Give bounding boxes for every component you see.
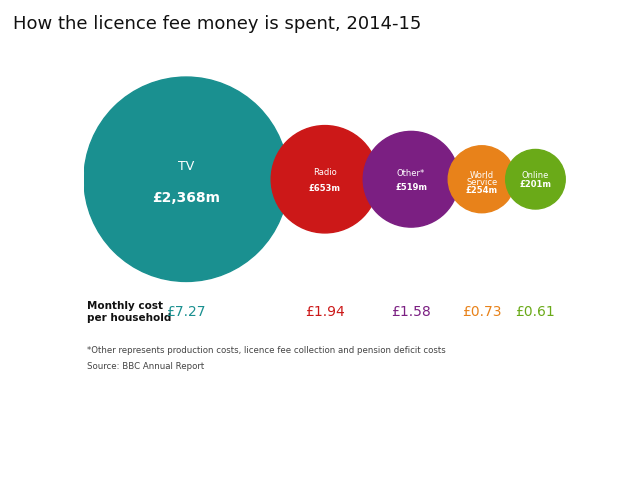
Circle shape <box>84 77 289 282</box>
Text: £653m: £653m <box>309 184 341 194</box>
Text: Radio: Radio <box>313 168 337 177</box>
Circle shape <box>271 126 379 233</box>
Text: *Other represents production costs, licence fee collection and pension deficit c: *Other represents production costs, lice… <box>88 346 446 355</box>
Text: Service: Service <box>466 178 497 187</box>
Circle shape <box>448 146 515 212</box>
Text: £0.61: £0.61 <box>516 305 556 319</box>
Text: £7.27: £7.27 <box>166 305 206 319</box>
Text: £201m: £201m <box>520 180 552 189</box>
Text: Monthly cost
per household: Monthly cost per household <box>88 302 172 323</box>
Text: £2,368m: £2,368m <box>152 190 220 204</box>
Text: £1.94: £1.94 <box>305 305 345 319</box>
Text: £519m: £519m <box>395 184 427 192</box>
Text: World: World <box>470 172 494 180</box>
Circle shape <box>364 132 459 227</box>
Text: Other*: Other* <box>397 169 425 178</box>
Text: £0.73: £0.73 <box>462 305 502 319</box>
Text: TV: TV <box>178 160 195 173</box>
Text: How the licence fee money is spent, 2014-15: How the licence fee money is spent, 2014… <box>13 15 421 33</box>
Text: £254m: £254m <box>466 186 498 196</box>
Text: Source: BBC Annual Report: Source: BBC Annual Report <box>88 362 205 370</box>
Text: Online: Online <box>522 171 549 180</box>
Text: £1.58: £1.58 <box>391 305 431 319</box>
Circle shape <box>506 150 565 209</box>
